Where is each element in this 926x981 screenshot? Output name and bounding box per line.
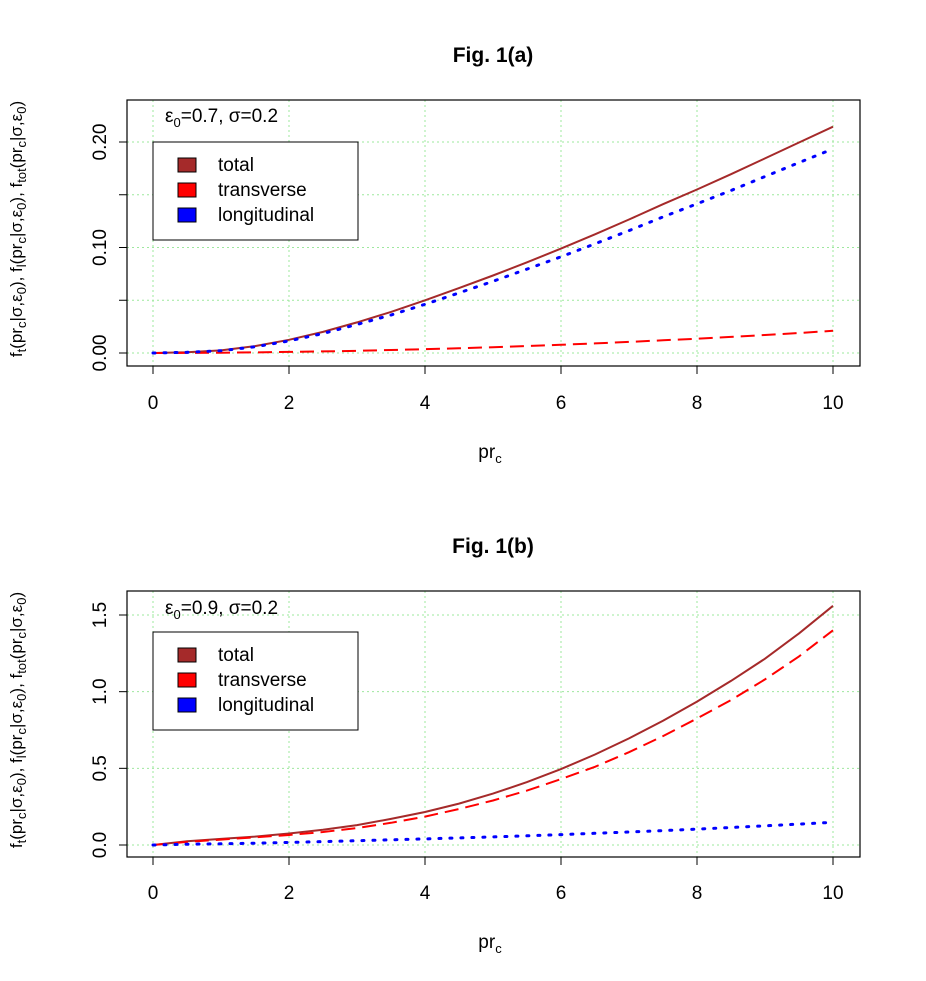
series-lines [151, 125, 835, 355]
chart-title: Fig. 1(a) [453, 44, 534, 67]
legend: total transverse longitudinal [152, 631, 359, 731]
legend-swatch-longitudinal [177, 207, 197, 223]
x-axis: 0 2 4 6 8 10 [148, 857, 844, 904]
series-lines [151, 605, 835, 847]
x-tick-label: 6 [556, 883, 567, 904]
y-tick-label: 0.00 [90, 335, 111, 372]
legend-label-total: total [218, 645, 254, 666]
chart-panel-a: Fig. 1(a) 0 2 4 6 8 10 0.00 0.10 0.20 prc ft(prc|σ,… [7, 44, 861, 466]
legend-swatch-total [177, 647, 197, 663]
grid-lines [127, 100, 860, 366]
series-line-longitudinal [151, 820, 835, 847]
legend-swatch-transverse [177, 182, 197, 198]
x-tick-label: 4 [420, 393, 431, 414]
x-tick-label: 10 [822, 883, 843, 904]
legend-label-longitudinal: longitudinal [218, 205, 314, 226]
y-axis: 0.0 0.5 1.0 1.5 [90, 602, 127, 858]
x-tick-label: 0 [148, 883, 159, 904]
y-tick-label: 1.5 [90, 602, 111, 628]
legend-label-transverse: transverse [218, 670, 307, 691]
legend-swatch-longitudinal [177, 697, 197, 713]
chart-panel-b: Fig. 1(b) 0 2 4 6 8 10 0.0 0.5 1.0 1.5 prc ft(prc|σ,… [7, 535, 861, 956]
plot-frame [126, 99, 861, 367]
x-tick-label: 4 [420, 883, 431, 904]
chart-title: Fig. 1(b) [452, 535, 534, 558]
y-tick-label: 0.20 [90, 124, 111, 161]
y-axis-label: ft(prc|σ,ε0), fl(prc|σ,ε0), ftot(prc|σ,ε… [7, 592, 29, 848]
y-tick-label: 1.0 [90, 678, 111, 704]
x-axis-label: prc [478, 932, 502, 956]
x-tick-label: 2 [284, 883, 295, 904]
y-tick-label: 0.5 [90, 755, 111, 781]
legend-swatch-transverse [177, 672, 197, 688]
parameter-annotation: ε0=0.7, σ=0.2 [165, 106, 278, 130]
x-axis: 0 2 4 6 8 10 [148, 366, 844, 414]
legend: total transverse longitudinal [152, 141, 359, 241]
x-tick-label: 2 [284, 393, 295, 414]
plot-frame [126, 590, 861, 858]
legend-label-longitudinal: longitudinal [218, 695, 314, 716]
x-axis-label: prc [478, 442, 502, 466]
legend-swatch-total [177, 157, 197, 173]
series-line-transverse [152, 629, 834, 846]
x-tick-label: 10 [822, 393, 843, 414]
x-tick-label: 8 [692, 883, 703, 904]
x-tick-label: 8 [692, 393, 703, 414]
series-line-total [152, 125, 834, 354]
y-tick-label: 0.10 [90, 229, 111, 266]
parameter-annotation: ε0=0.9, σ=0.2 [165, 598, 278, 622]
y-axis: 0.00 0.10 0.20 [90, 124, 127, 372]
x-tick-label: 6 [556, 393, 567, 414]
x-tick-label: 0 [148, 393, 159, 414]
legend-label-transverse: transverse [218, 180, 307, 201]
y-tick-label: 0.0 [90, 832, 111, 858]
legend-label-total: total [218, 155, 254, 176]
y-axis-label: ft(prc|σ,ε0), fl(prc|σ,ε0), ftot(prc|σ,ε… [7, 101, 29, 357]
series-line-transverse [152, 329, 834, 354]
